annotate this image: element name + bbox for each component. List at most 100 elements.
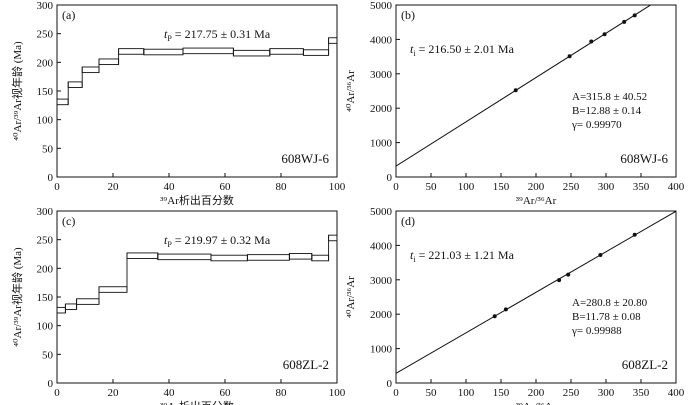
y-tick-label: 100 xyxy=(37,321,54,333)
x-tick-label: 100 xyxy=(458,181,475,193)
regression-stat: γ= 0.99970 xyxy=(571,119,622,131)
data-point xyxy=(632,232,637,237)
data-point xyxy=(632,13,637,18)
x-tick-label: 300 xyxy=(598,181,615,193)
x-axis-label: ³⁹Ar/³⁶Ar xyxy=(516,401,557,405)
x-tick-label: 300 xyxy=(598,387,615,399)
data-point xyxy=(513,88,518,93)
y-tick-label: 250 xyxy=(37,29,54,41)
step-bar xyxy=(76,298,100,305)
x-tick-label: 150 xyxy=(493,181,510,193)
y-axis-label: ⁴⁰Ar/³⁹Ar视年龄 (Ma) xyxy=(10,247,24,347)
y-tick-label: 4000 xyxy=(370,34,393,46)
step-bar xyxy=(288,253,313,260)
data-point xyxy=(622,19,627,24)
x-tick-label: 100 xyxy=(329,181,346,193)
step-bar xyxy=(328,37,338,44)
x-tick-label: 0 xyxy=(54,181,60,193)
chart-panel-b: 0 50 100 150 200 250 300 350 4000100020003000400… xyxy=(345,0,685,207)
panel-label: (a) xyxy=(62,8,75,22)
sample-label: 608ZL-2 xyxy=(622,357,668,372)
x-tick-label: 200 xyxy=(528,181,545,193)
y-tick-label: 0 xyxy=(387,172,393,184)
y-tick-label: 1000 xyxy=(370,138,393,150)
step-bar xyxy=(269,48,304,55)
x-tick-label: 150 xyxy=(493,387,510,399)
x-axis-label: ³⁹Ar析出百分数 xyxy=(160,399,234,405)
step-bar xyxy=(311,254,330,262)
y-tick-label: 4000 xyxy=(370,240,393,252)
plateau-age-label: tP = 217.75 ± 0.31 Ma xyxy=(164,27,271,43)
regression-stat: B=11.78 ± 0.08 xyxy=(572,311,641,323)
y-tick-label: 0 xyxy=(48,172,54,184)
step-bar xyxy=(246,254,290,261)
y-axis-label: ⁴⁰Ar/³⁶Ar xyxy=(345,70,357,112)
isochron-age-label: ti = 221.03 ± 1.21 Ma xyxy=(410,248,515,264)
y-tick-label: 250 xyxy=(37,235,54,247)
y-tick-label: 150 xyxy=(37,292,54,304)
step-bar xyxy=(126,252,159,259)
y-tick-label: 200 xyxy=(37,263,54,275)
y-tick-label: 3000 xyxy=(370,275,393,287)
step-bar xyxy=(81,66,100,74)
step-bar xyxy=(328,234,338,242)
step-bar xyxy=(182,47,234,55)
regression-line xyxy=(396,5,652,167)
y-tick-label: 2000 xyxy=(370,103,393,115)
panel-label: (d) xyxy=(401,214,415,228)
step-bar xyxy=(64,303,78,310)
x-tick-label: 40 xyxy=(164,387,176,399)
x-tick-label: 200 xyxy=(528,387,545,399)
x-tick-label: 50 xyxy=(426,181,438,193)
panel-label: (c) xyxy=(62,214,75,228)
isochron-age-label: ti = 216.50 ± 2.01 Ma xyxy=(410,42,515,58)
data-point xyxy=(566,272,571,277)
chart-panel-a: 0 20 40 60 80 100 0 50 100 150 200 250 300 (a) ³⁹Ar析出百… xyxy=(10,0,346,207)
regression-stat: B=12.88 ± 0.14 xyxy=(572,105,642,117)
y-axis-label: ⁴⁰Ar/³⁶Ar xyxy=(345,276,357,318)
x-axis-label: ³⁹Ar析出百分数 xyxy=(160,193,234,207)
x-tick-label: 400 xyxy=(668,387,685,399)
x-tick-label: 40 xyxy=(164,181,176,193)
chart-panel-d: 0 50 100 150 200 250 300 350 4000100020003000400… xyxy=(345,206,685,405)
y-tick-label: 0 xyxy=(387,378,393,390)
data-point xyxy=(503,307,508,312)
y-tick-label: 300 xyxy=(37,206,54,218)
sample-label: 608WJ-6 xyxy=(281,151,329,166)
step-bar xyxy=(143,48,184,56)
regression-line xyxy=(396,211,676,374)
panel-label: (b) xyxy=(401,8,415,22)
x-tick-label: 0 xyxy=(393,181,399,193)
x-tick-label: 20 xyxy=(108,387,120,399)
sample-label: 608WJ-6 xyxy=(620,151,668,166)
data-point xyxy=(492,314,497,319)
y-tick-label: 200 xyxy=(37,57,54,69)
regression-stat: A=315.8 ± 40.52 xyxy=(572,91,647,103)
data-point xyxy=(589,39,594,44)
regression-stat: A=280.8 ± 20.80 xyxy=(572,297,648,309)
x-tick-label: 100 xyxy=(458,387,475,399)
x-tick-label: 400 xyxy=(668,181,685,193)
step-bar xyxy=(56,98,69,106)
step-bar xyxy=(210,254,248,262)
x-tick-label: 250 xyxy=(563,387,580,399)
data-point xyxy=(598,253,603,258)
chart-panel-c: 0 20 40 60 80 100 0 50 100 150 200 250 300 (c) ³⁹Ar析出百… xyxy=(10,206,346,405)
y-tick-label: 50 xyxy=(42,349,54,361)
x-tick-label: 80 xyxy=(276,181,288,193)
x-tick-label: 250 xyxy=(563,181,580,193)
step-bar xyxy=(232,49,271,57)
y-tick-label: 2000 xyxy=(370,309,393,321)
y-tick-label: 150 xyxy=(37,86,54,98)
y-axis-label: ⁴⁰Ar/³⁹Ar视年龄 (Ma) xyxy=(10,41,24,141)
step-bar xyxy=(98,58,120,66)
y-tick-label: 300 xyxy=(37,0,54,12)
step-bar xyxy=(118,48,145,55)
x-tick-label: 20 xyxy=(108,181,120,193)
x-tick-label: 60 xyxy=(220,387,232,399)
x-tick-label: 350 xyxy=(633,181,650,193)
x-tick-label: 0 xyxy=(54,387,60,399)
data-point xyxy=(602,32,607,37)
x-tick-label: 350 xyxy=(633,387,650,399)
